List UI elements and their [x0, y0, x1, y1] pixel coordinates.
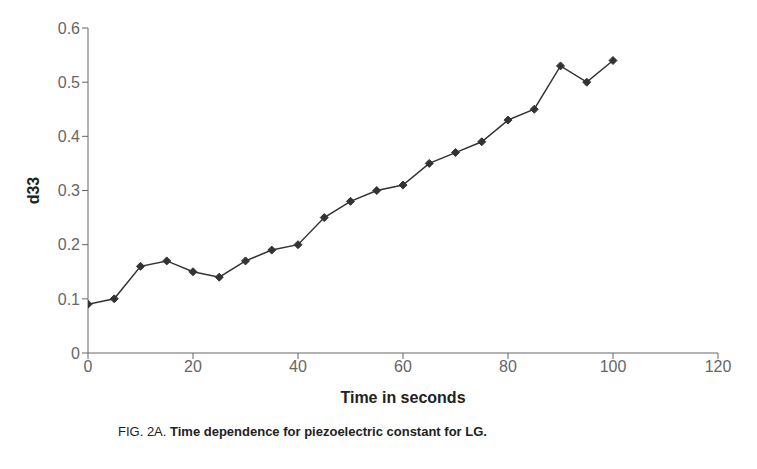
- svg-text:120: 120: [705, 358, 732, 375]
- svg-text:0.3: 0.3: [58, 182, 80, 199]
- svg-text:20: 20: [184, 358, 202, 375]
- svg-text:0: 0: [84, 358, 93, 375]
- svg-text:0.5: 0.5: [58, 74, 80, 91]
- html-text:FIG. 2A. Time dependence for p: FIG. 2A. Time dependence for piezoelectr…: [118, 424, 487, 439]
- svg-text:0.4: 0.4: [58, 128, 80, 145]
- svg-text:0.6: 0.6: [58, 20, 80, 37]
- svg-text:100: 100: [600, 358, 627, 375]
- svg-text:Time in seconds: Time in seconds: [340, 389, 465, 406]
- svg-text:60: 60: [394, 358, 412, 375]
- svg-text:d33: d33: [25, 177, 42, 205]
- svg-text:0: 0: [71, 345, 80, 362]
- svg-text:40: 40: [289, 358, 307, 375]
- svg-text:80: 80: [499, 358, 517, 375]
- svg-text:0.1: 0.1: [58, 291, 80, 308]
- svg-text:0.2: 0.2: [58, 236, 80, 253]
